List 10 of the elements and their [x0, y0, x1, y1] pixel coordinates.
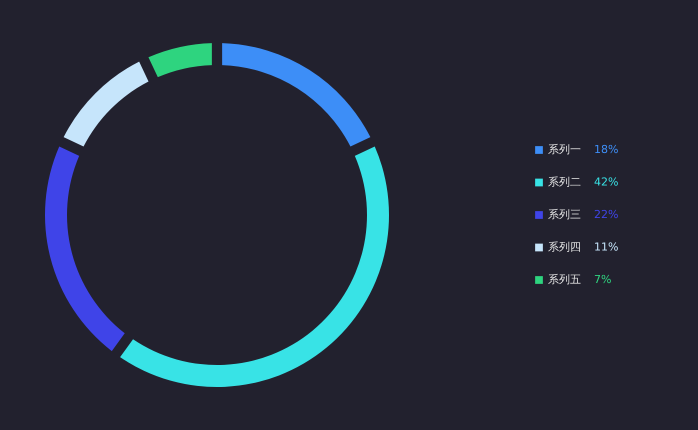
data-label: 7%	[594, 273, 612, 286]
legend-label: 系列二	[548, 176, 581, 188]
legend-label: 系列四	[548, 240, 581, 254]
data-label: 22%	[594, 208, 618, 221]
legend-label: 系列三	[548, 208, 581, 221]
data-label: 42%	[594, 176, 618, 188]
data-label: 11%	[594, 240, 618, 254]
data-label: 18%	[594, 143, 618, 156]
legend-label: 系列五	[548, 273, 581, 286]
legend-label: 系列一	[548, 143, 581, 156]
